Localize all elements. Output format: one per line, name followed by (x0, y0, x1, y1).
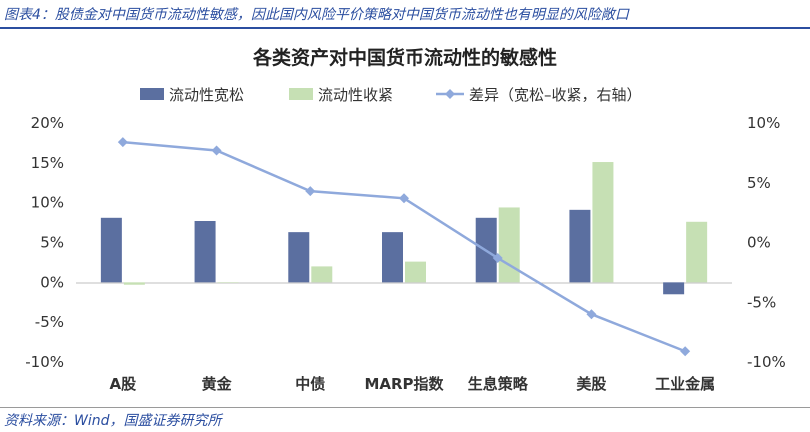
diff-point (586, 309, 597, 320)
diff-point (492, 253, 503, 264)
legend: 流动性宽松 流动性收紧 差异（宽松–收紧，右轴） (140, 86, 642, 104)
left-tick-label: 20% (31, 114, 64, 132)
category-label: 中债 (295, 375, 325, 393)
category-label: 工业金属 (655, 375, 715, 393)
diff-point (211, 145, 222, 156)
left-tick-label: 0% (40, 273, 64, 291)
bar-loose (194, 220, 216, 283)
bar-tight (686, 221, 708, 283)
legend-swatch-loose (140, 88, 164, 100)
bar-tight (217, 282, 239, 283)
category-axis: A股 黄金 中债 MARP指数 生息策略 美股 工业金属 (110, 375, 716, 393)
source-note: 资料来源：Wind，国盛证券研究所 (4, 413, 222, 429)
right-tick-label: -10% (747, 353, 786, 371)
right-tick-label: 5% (747, 174, 771, 192)
category-label: 黄金 (202, 375, 233, 393)
left-tick-label: 10% (31, 194, 64, 212)
legend-label-diff: 差异（宽松–收紧，右轴） (469, 86, 642, 104)
diff-point (117, 137, 128, 148)
bar-tight (498, 207, 520, 283)
figure-caption: 图表4：股债金对中国货币流动性敏感，因此国内风险平价策略对中国货币流动性也有明显… (4, 7, 629, 23)
category-label: 美股 (576, 375, 607, 393)
bar-tight (405, 261, 426, 283)
bar-loose (288, 232, 310, 283)
right-tick-label: 10% (747, 114, 780, 132)
right-axis: -10% -5% 0% 5% 10% (747, 114, 786, 371)
legend-label-loose: 流动性宽松 (169, 86, 244, 104)
bar-tight (592, 162, 614, 283)
bar-loose (100, 217, 122, 283)
diff-line (117, 137, 691, 357)
bar-loose (569, 209, 591, 283)
category-label: MARP指数 (364, 375, 444, 393)
caption-divider (0, 27, 810, 29)
legend-marker-diff (445, 89, 455, 99)
left-tick-label: -10% (25, 353, 64, 371)
category-label: A股 (110, 375, 138, 393)
diff-point (399, 193, 409, 204)
left-tick-label: 15% (31, 154, 64, 172)
right-tick-label: 0% (747, 234, 771, 252)
diff-point (305, 186, 316, 197)
left-tick-label: -5% (35, 313, 64, 331)
source-divider (0, 407, 810, 408)
left-tick-label: 5% (40, 234, 64, 252)
chart-title: 各类资产对中国货币流动性的敏感性 (252, 46, 557, 69)
bars (100, 162, 708, 295)
bar-tight (123, 282, 145, 285)
left-axis: -10% -5% 0% 5% 10% 15% 20% (25, 114, 64, 371)
legend-swatch-tight (289, 88, 313, 100)
category-label: 生息策略 (468, 375, 529, 393)
right-tick-label: -5% (747, 293, 776, 311)
bar-loose (663, 282, 685, 295)
legend-label-tight: 流动性收紧 (318, 86, 393, 104)
bar-loose (382, 232, 403, 283)
bar-tight (311, 266, 333, 283)
diff-point (680, 346, 691, 357)
